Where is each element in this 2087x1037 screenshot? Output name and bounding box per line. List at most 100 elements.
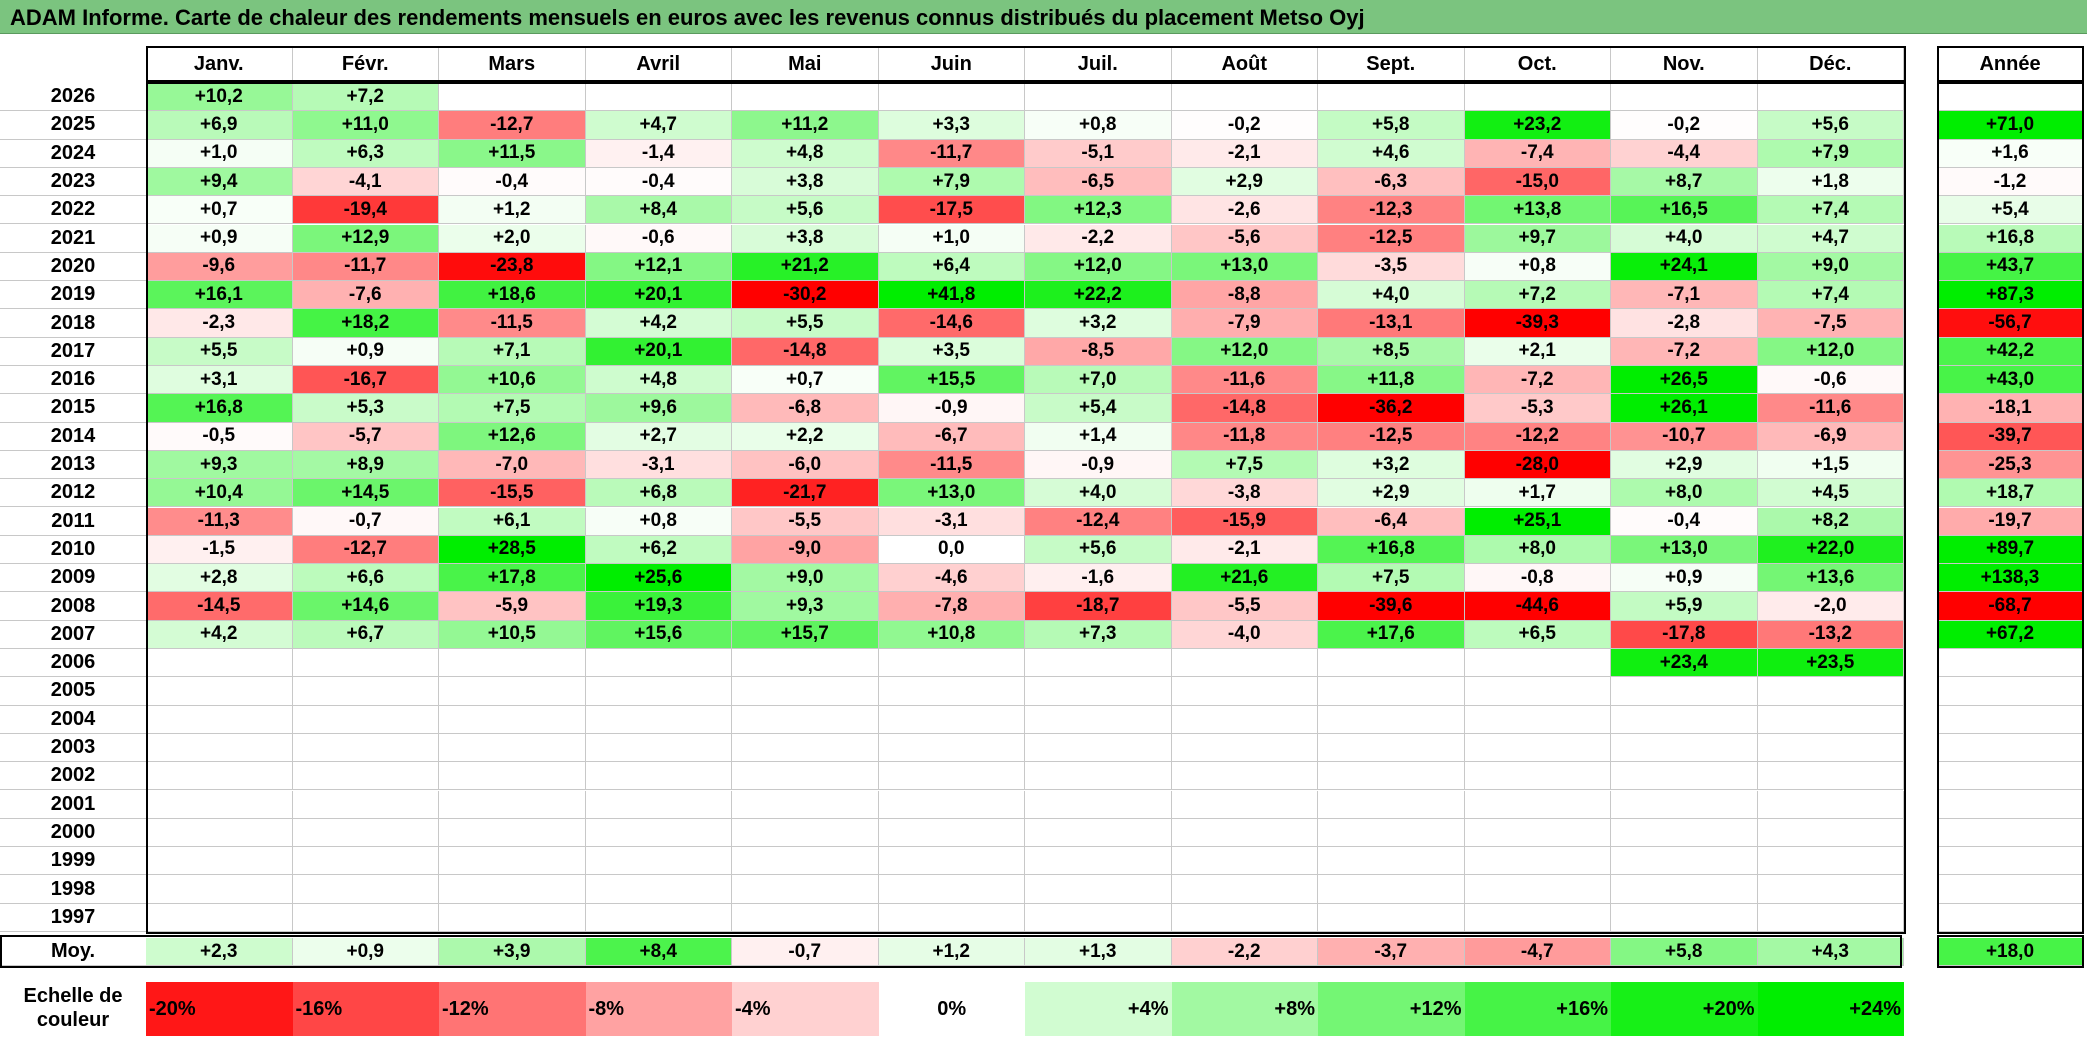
heatmap-cell: +7,2 [1464,281,1611,310]
color-scale-step: -12% [439,982,586,1036]
annual-cell [1938,875,2083,904]
heatmap-cell: +5,6 [1757,111,1904,140]
heatmap-cell: -7,0 [439,450,586,480]
heatmap-cell: -1,4 [585,139,732,168]
heatmap-cell: +23,4 [1611,649,1758,678]
heatmap-cell [146,847,293,876]
heatmap-cell: -14,6 [878,309,1025,338]
heatmap-cell [1757,875,1904,904]
heatmap-cell: +5,5 [732,309,879,338]
heatmap-cell: +22,2 [1025,281,1172,310]
heatmap-cell: +7,2 [292,83,439,112]
month-header: Nov. [1611,48,1758,82]
heatmap-cell: -18,7 [1025,592,1172,621]
heatmap-cell: +5,5 [146,337,293,366]
heatmap-cell: -4,4 [1611,139,1758,168]
annual-cell: +138,3 [1938,564,2083,593]
heatmap-cell: -16,7 [292,366,439,395]
heatmap-cell [585,649,732,678]
heatmap-cell: +7,4 [1757,281,1904,310]
annual-cell: -56,7 [1938,309,2083,338]
heatmap-cell [1464,903,1611,932]
heatmap-cell [1611,818,1758,848]
heatmap-cell: +16,8 [146,394,293,423]
heatmap-cell: -0,6 [1757,366,1904,395]
heatmap-cell: +24,1 [1611,252,1758,282]
heatmap-cell: +19,3 [585,592,732,621]
heatmap-cell: -11,7 [292,252,439,282]
annual-cell: +89,7 [1938,535,2083,565]
heatmap-cell [1757,790,1904,819]
heatmap-cell: +1,8 [1757,167,1904,197]
heatmap-cell: +1,0 [878,224,1025,253]
heatmap-cell: +1,7 [1464,479,1611,508]
heatmap-cell: +7,5 [1318,564,1465,593]
heatmap-cell: +1,2 [439,196,586,225]
average-cell: +2,3 [146,938,293,966]
heatmap-cell [1318,762,1465,791]
heatmap-cell: +2,1 [1464,337,1611,366]
year-label: 2024 [0,139,146,168]
heatmap-cell: -6,8 [732,394,879,423]
heatmap-cell [1025,649,1172,678]
heatmap-cell: +7,9 [1757,139,1904,168]
heatmap-cell: -3,1 [585,450,732,480]
heatmap-cell [1757,705,1904,734]
heatmap-cell: -2,1 [1171,139,1318,168]
month-header: Janv. [146,48,293,82]
annual-cell: +5,4 [1938,196,2083,225]
heatmap-cell: +4,2 [585,309,732,338]
heatmap-cell: +6,1 [439,507,586,536]
heatmap-cell [292,733,439,763]
heatmap-cell: -8,8 [1171,281,1318,310]
heatmap-cell: +10,4 [146,479,293,508]
heatmap-cell [878,847,1025,876]
heatmap-cell: +8,9 [292,450,439,480]
heatmap-cell: +15,6 [585,620,732,649]
color-scale-step: -16% [292,982,439,1036]
heatmap-cell [1757,847,1904,876]
heatmap-cell: +11,8 [1318,366,1465,395]
heatmap-cell [1025,705,1172,734]
heatmap-cell [1464,818,1611,848]
heatmap-cell: -11,7 [878,139,1025,168]
heatmap-cell: -10,7 [1611,422,1758,451]
heatmap-cell: +3,5 [878,337,1025,366]
year-label: 2017 [0,337,146,366]
color-scale-step: -4% [732,982,879,1036]
heatmap-cell [439,762,586,791]
heatmap-cell [585,847,732,876]
heatmap-cell [439,790,586,819]
heatmap-cell: +9,7 [1464,224,1611,253]
heatmap-cell: -23,8 [439,252,586,282]
heatmap-cell [1318,649,1465,678]
heatmap-cell: +18,2 [292,309,439,338]
heatmap-cell: -4,6 [878,564,1025,593]
year-label: 2004 [0,705,146,734]
heatmap-cell: +5,6 [732,196,879,225]
heatmap-cell: -12,4 [1025,507,1172,536]
heatmap-cell: -2,0 [1757,592,1904,621]
heatmap-cell [732,705,879,734]
heatmap-cell: -5,5 [1171,592,1318,621]
heatmap-cell: +22,0 [1757,535,1904,565]
heatmap-cell [1611,705,1758,734]
heatmap-cell [439,818,586,848]
year-label: 2001 [0,790,146,819]
heatmap-cell: -0,4 [585,167,732,197]
heatmap-cell: +9,0 [732,564,879,593]
month-header: Août [1171,48,1318,82]
heatmap-cell [1318,705,1465,734]
heatmap-cell: +7,9 [878,167,1025,197]
annual-cell [1938,818,2083,848]
heatmap-cell [1611,875,1758,904]
month-header: Mai [732,48,879,82]
heatmap-cell: +12,1 [585,252,732,282]
heatmap-cell: +7,5 [1171,450,1318,480]
average-label: Moy. [0,938,146,966]
heatmap-cell: -6,4 [1318,507,1465,536]
heatmap-cell: -4,1 [292,167,439,197]
heatmap-cell: +15,7 [732,620,879,649]
heatmap-cell [439,733,586,763]
heatmap-cell [1611,847,1758,876]
